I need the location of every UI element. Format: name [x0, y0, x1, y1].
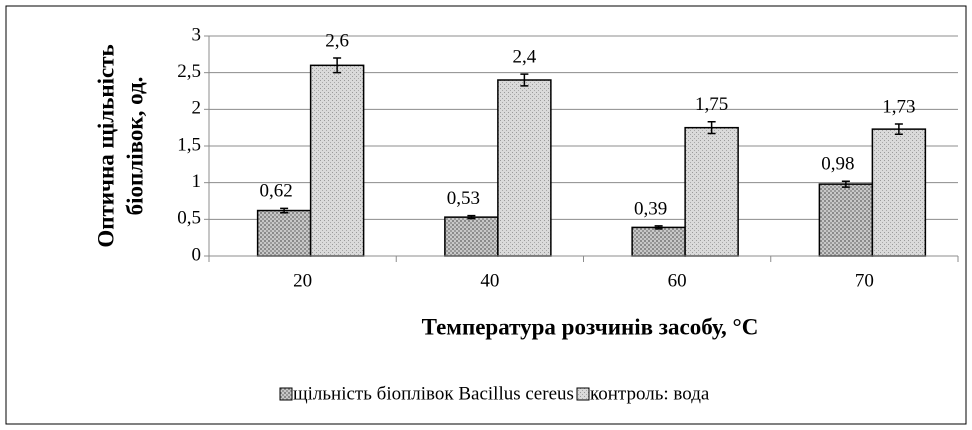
y-axis-label: біоплівок, од.: [122, 77, 147, 216]
y-tick-label: 2,5: [177, 61, 201, 82]
bar: [309, 64, 365, 257]
y-tick-label: 2: [192, 98, 202, 119]
y-tick-label: 0: [192, 244, 202, 265]
x-axis-label: Температура розчинів засобу, °C: [422, 314, 759, 339]
error-bar: [333, 57, 342, 74]
bar: [256, 209, 312, 257]
data-label: 1,75: [695, 94, 728, 115]
error-bar: [467, 214, 476, 220]
legend-label: щільність біоплівок Bacillus cereus: [293, 383, 574, 404]
data-label: 1,73: [882, 96, 915, 117]
y-tick-label: 3: [192, 24, 202, 45]
error-bar: [520, 73, 529, 87]
error-bar: [654, 225, 663, 230]
error-bar: [894, 123, 903, 136]
legend-label: контроль: вода: [590, 383, 710, 404]
y-tick-label: 1: [192, 171, 202, 192]
x-tick-label: 20: [293, 270, 312, 291]
bar: [818, 183, 874, 257]
y-tick-label: 1,5: [177, 134, 201, 155]
bar: [444, 216, 499, 257]
x-tick-label: 60: [668, 270, 687, 291]
bar: [631, 226, 686, 257]
frame: [5, 5, 967, 425]
data-label: 0,98: [821, 154, 854, 175]
x-tick-label: 40: [480, 270, 499, 291]
legend-swatch: [279, 387, 293, 401]
error-bar: [707, 121, 716, 135]
x-tick-label: 70: [855, 270, 874, 291]
error-bar: [841, 180, 850, 188]
data-label: 2,6: [325, 30, 349, 51]
bar: [497, 79, 552, 257]
data-label: 0,53: [447, 188, 480, 209]
bar: [871, 128, 927, 257]
data-label: 0,62: [260, 181, 293, 202]
error-bar: [280, 207, 289, 214]
y-tick-label: 0,5: [177, 208, 201, 229]
y-axis-label: Оптична щільність: [93, 44, 118, 247]
bar: [684, 126, 739, 257]
data-label: 0,39: [634, 198, 667, 219]
legend-swatch: [576, 387, 590, 401]
data-label: 2,4: [513, 46, 537, 67]
